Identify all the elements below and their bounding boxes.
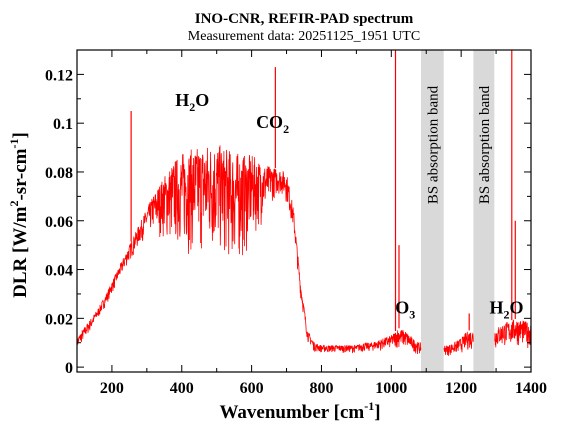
x-tick-label-2: 600 bbox=[240, 380, 264, 397]
annotation-tail: O bbox=[195, 90, 209, 110]
y-axis-label: DLR [W/m2-sr-cm-1] bbox=[7, 132, 31, 298]
chart-title: INO-CNR, REFIR-PAD spectrum bbox=[195, 11, 414, 27]
x-axis-label-tail: ] bbox=[374, 402, 380, 423]
x-axis-label: Wavenumber [cm-1] bbox=[219, 399, 380, 423]
y-axis-label-text: DLR [W/m bbox=[10, 206, 31, 297]
absorption-bands: BS absorption band BS absorption band bbox=[420, 50, 495, 372]
plot-frame bbox=[76, 49, 532, 373]
y-tick-label-3: 0.06 bbox=[45, 214, 73, 231]
annotation-sub: 2 bbox=[504, 307, 510, 321]
axis-ticks: 200 400 600 800 1000 1200 1400 0 0.02 0.04 0.06 0.0… bbox=[45, 50, 547, 397]
spectrum-line-0 bbox=[76, 145, 422, 355]
absorption-band-label-1: BS absorption band bbox=[477, 85, 493, 204]
absorption-band-1 bbox=[473, 50, 495, 372]
annotation-sub: 2 bbox=[283, 122, 289, 136]
x-tick-label-1: 400 bbox=[170, 380, 194, 397]
spectrum-line-1 bbox=[443, 331, 474, 356]
y-axis-label-mid: -sr-cm bbox=[10, 148, 31, 200]
annotation-1: CO2 bbox=[256, 112, 289, 136]
y-axis-label-sup2: -1 bbox=[7, 138, 21, 148]
x-axis-label-sup: -1 bbox=[364, 399, 374, 413]
y-tick-label-1: 0.02 bbox=[45, 311, 73, 328]
y-tick-label-5: 0.1 bbox=[53, 116, 73, 133]
x-tick-label-5: 1200 bbox=[445, 380, 477, 397]
y-tick-label-6: 0.12 bbox=[45, 67, 73, 84]
x-tick-label-0: 200 bbox=[100, 380, 124, 397]
absorption-band-label-0: BS absorption band bbox=[425, 85, 441, 204]
annotation-3: H2O bbox=[490, 297, 524, 321]
annotation-sub: 2 bbox=[189, 100, 195, 114]
annotation-main: H bbox=[175, 90, 189, 110]
absorption-band-0 bbox=[420, 50, 444, 372]
annotation-main: O bbox=[395, 297, 409, 317]
y-axis-label-tail: ] bbox=[10, 132, 31, 138]
annotation-tail: O bbox=[510, 297, 524, 317]
y-axis-label-sup1: 2 bbox=[7, 201, 21, 207]
x-tick-label-6: 1400 bbox=[515, 380, 547, 397]
annotation-sub: 3 bbox=[409, 307, 415, 321]
spectrum-series bbox=[76, 50, 532, 356]
annotation-2: O3 bbox=[395, 297, 415, 321]
annotation-main: CO bbox=[256, 112, 283, 132]
y-tick-label-0: 0 bbox=[65, 360, 73, 377]
annotation-main: H bbox=[490, 297, 504, 317]
x-tick-label-3: 800 bbox=[309, 380, 333, 397]
y-tick-label-2: 0.04 bbox=[45, 263, 73, 280]
annotation-0: H2O bbox=[175, 90, 209, 114]
spectrum-line-2 bbox=[494, 319, 532, 349]
x-tick-label-4: 1000 bbox=[375, 380, 407, 397]
chart-subtitle: Measurement data: 20251125_1951 UTC bbox=[188, 29, 420, 44]
x-axis-label-text: Wavenumber [cm bbox=[219, 402, 364, 423]
y-tick-label-4: 0.08 bbox=[45, 165, 73, 182]
